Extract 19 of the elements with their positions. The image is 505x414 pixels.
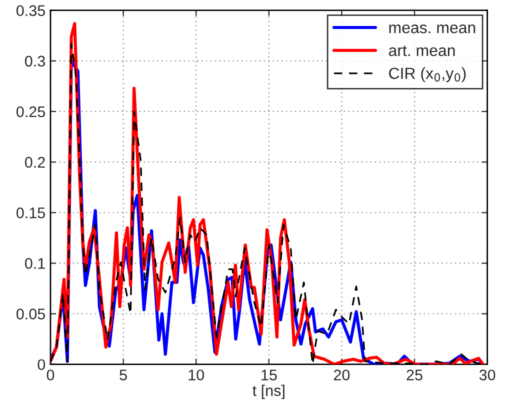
x-tick-label: 20 [334,370,350,380]
y-tick-label: 0.2 [25,156,45,168]
x-tick-label: 10 [188,370,204,380]
legend-label: CIR (x$_{0}$,y$_{0}$) [389,67,466,82]
y-tick-label: 0.25 [16,106,45,118]
y-tick-label: 0.05 [16,308,45,320]
x-tick-label: 5 [120,370,127,380]
y-tick-label: 0.35 [16,5,45,16]
y-tick-label: 0.3 [25,56,45,67]
x-tick-label: 0 [46,370,54,380]
x-tick-label: 30 [479,370,496,380]
x-axis-title: t [ns] [252,384,284,400]
legend-label: art. mean [388,46,455,56]
y-tick-label: 0.1 [25,258,45,269]
x-tick-label: 25 [406,370,422,380]
legend-label: meas. mean [389,24,476,34]
y-tick-label: 0.15 [16,207,45,218]
y-tick-label: 0 [38,359,46,370]
x-tick-label: 15 [262,370,277,380]
